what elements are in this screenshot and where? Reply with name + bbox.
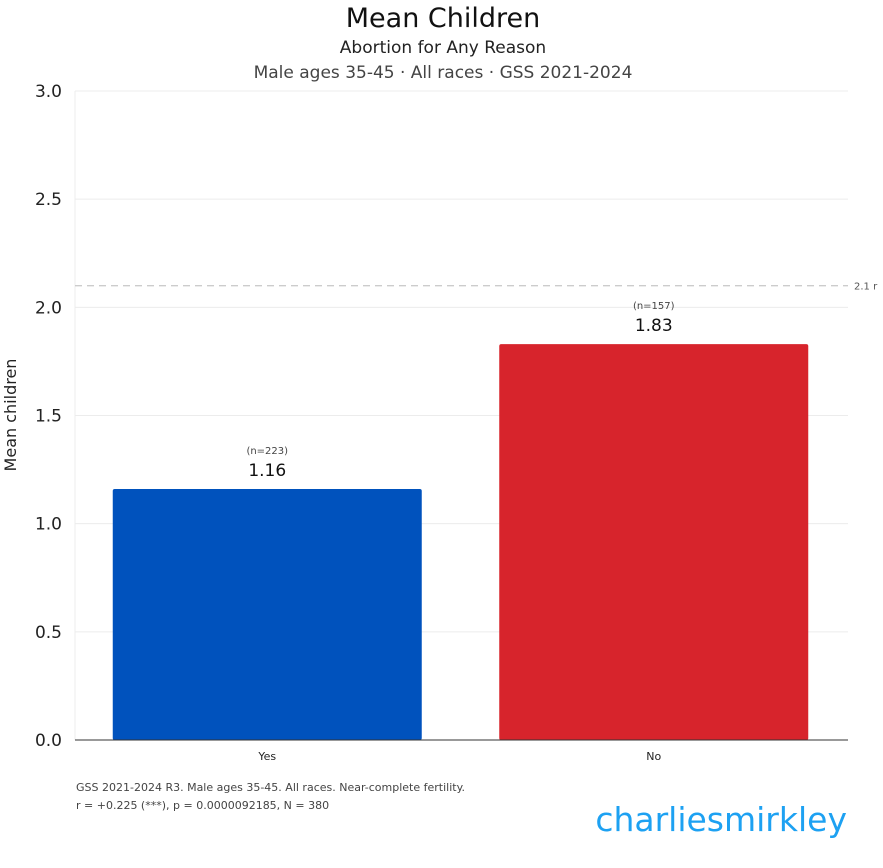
y-tick-label: 2.5 bbox=[35, 190, 62, 210]
bar-value-label: 1.16 bbox=[248, 461, 286, 481]
y-tick-label: 1.0 bbox=[35, 515, 62, 535]
x-tick-label: Yes bbox=[257, 750, 276, 763]
brand-watermark: charliesmirkley bbox=[595, 800, 847, 839]
y-axis-label: Mean children bbox=[1, 359, 20, 472]
bars: (n=223) 1.16 (n=157) 1.83 bbox=[112, 301, 809, 740]
x-axis-ticks: Yes No bbox=[257, 750, 661, 763]
x-tick-label: No bbox=[646, 750, 661, 763]
footer-note-2: r = +0.225 (***), p = 0.0000092185, N = … bbox=[76, 799, 330, 812]
footer-note-1: GSS 2021-2024 R3. Male ages 35-45. All r… bbox=[76, 781, 466, 794]
y-tick-label: 1.5 bbox=[35, 407, 62, 427]
bar-yes bbox=[112, 489, 422, 740]
y-tick-label: 2.0 bbox=[35, 298, 62, 318]
y-tick-label: 0.5 bbox=[35, 623, 62, 643]
bar-n-label: (n=223) bbox=[246, 446, 288, 457]
y-axis-ticks: 0.0 0.5 1.0 1.5 2.0 2.5 3.0 bbox=[35, 82, 62, 751]
bar-n-label: (n=157) bbox=[633, 301, 675, 312]
chart-subtitle: Abortion for Any Reason bbox=[340, 38, 546, 58]
bar-no bbox=[499, 344, 809, 740]
y-tick-label: 3.0 bbox=[35, 82, 62, 102]
chart-title: Mean Children bbox=[346, 3, 540, 34]
bar-value-label: 1.83 bbox=[635, 316, 673, 336]
y-tick-label: 0.0 bbox=[35, 731, 62, 751]
reference-line-group: 2.1 r bbox=[75, 282, 878, 293]
reference-line-label: 2.1 r bbox=[854, 282, 878, 293]
chart-subtitle-2: Male ages 35-45 · All races · GSS 2021-2… bbox=[254, 63, 633, 83]
